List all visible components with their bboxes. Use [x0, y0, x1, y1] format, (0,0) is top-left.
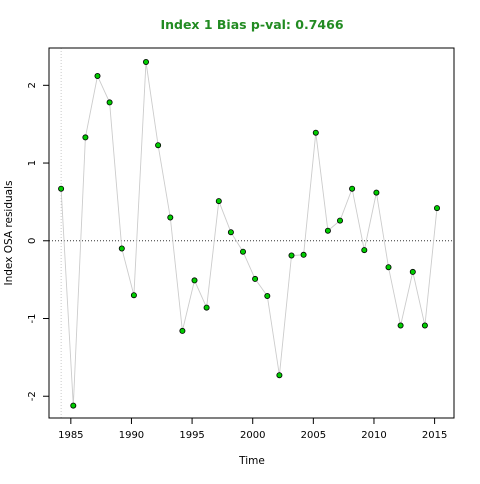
data-point	[349, 185, 356, 192]
y-tick-label: 1	[27, 160, 38, 166]
x-tick-label: 1990	[119, 430, 144, 441]
data-point	[288, 252, 295, 259]
data-point	[324, 227, 331, 234]
data-point	[264, 292, 271, 299]
data-point	[167, 214, 174, 221]
y-axis-label: Index OSA residuals	[3, 181, 15, 286]
y-tick-label: -2	[27, 391, 38, 401]
data-point	[70, 402, 77, 409]
data-point	[312, 129, 319, 136]
data-point	[130, 292, 137, 299]
x-tick-label: 1995	[179, 430, 204, 441]
data-point	[385, 264, 392, 271]
x-tick-label: 2015	[422, 430, 447, 441]
data-point	[155, 142, 162, 149]
x-tick-label: 1985	[58, 430, 83, 441]
x-tick-label: 2000	[240, 430, 265, 441]
x-tick-label: 2005	[301, 430, 326, 441]
data-point	[106, 99, 113, 106]
data-point	[397, 322, 404, 329]
data-point	[82, 134, 89, 141]
residual-series-line	[60, 61, 438, 406]
data-point	[94, 73, 101, 80]
data-point	[179, 327, 186, 334]
chart-title: Index 1 Bias p-val: 0.7466	[160, 17, 343, 32]
data-point	[191, 277, 198, 284]
data-point	[373, 189, 380, 196]
data-point	[421, 322, 428, 329]
data-point	[409, 268, 416, 275]
data-point	[336, 217, 343, 224]
data-point	[300, 251, 307, 258]
data-point	[361, 247, 368, 254]
data-point	[58, 185, 65, 192]
plot-layer: 1985 1990 1995 2000 2005 2010 2015 -2 -1 0 1 2	[27, 48, 454, 441]
data-point	[433, 205, 440, 212]
x-tick-label: 2010	[361, 430, 386, 441]
data-point	[118, 245, 125, 252]
data-point	[227, 229, 234, 236]
data-point	[203, 304, 210, 311]
y-tick-label: -1	[27, 314, 38, 324]
x-axis-label: Time	[238, 455, 265, 467]
y-tick-label: 2	[27, 82, 38, 88]
data-point	[276, 372, 283, 379]
data-point	[215, 198, 222, 205]
data-point	[142, 59, 149, 66]
data-point	[252, 275, 259, 282]
data-point	[239, 248, 246, 255]
y-tick-label: 0	[27, 238, 38, 244]
plot-frame	[48, 47, 455, 419]
